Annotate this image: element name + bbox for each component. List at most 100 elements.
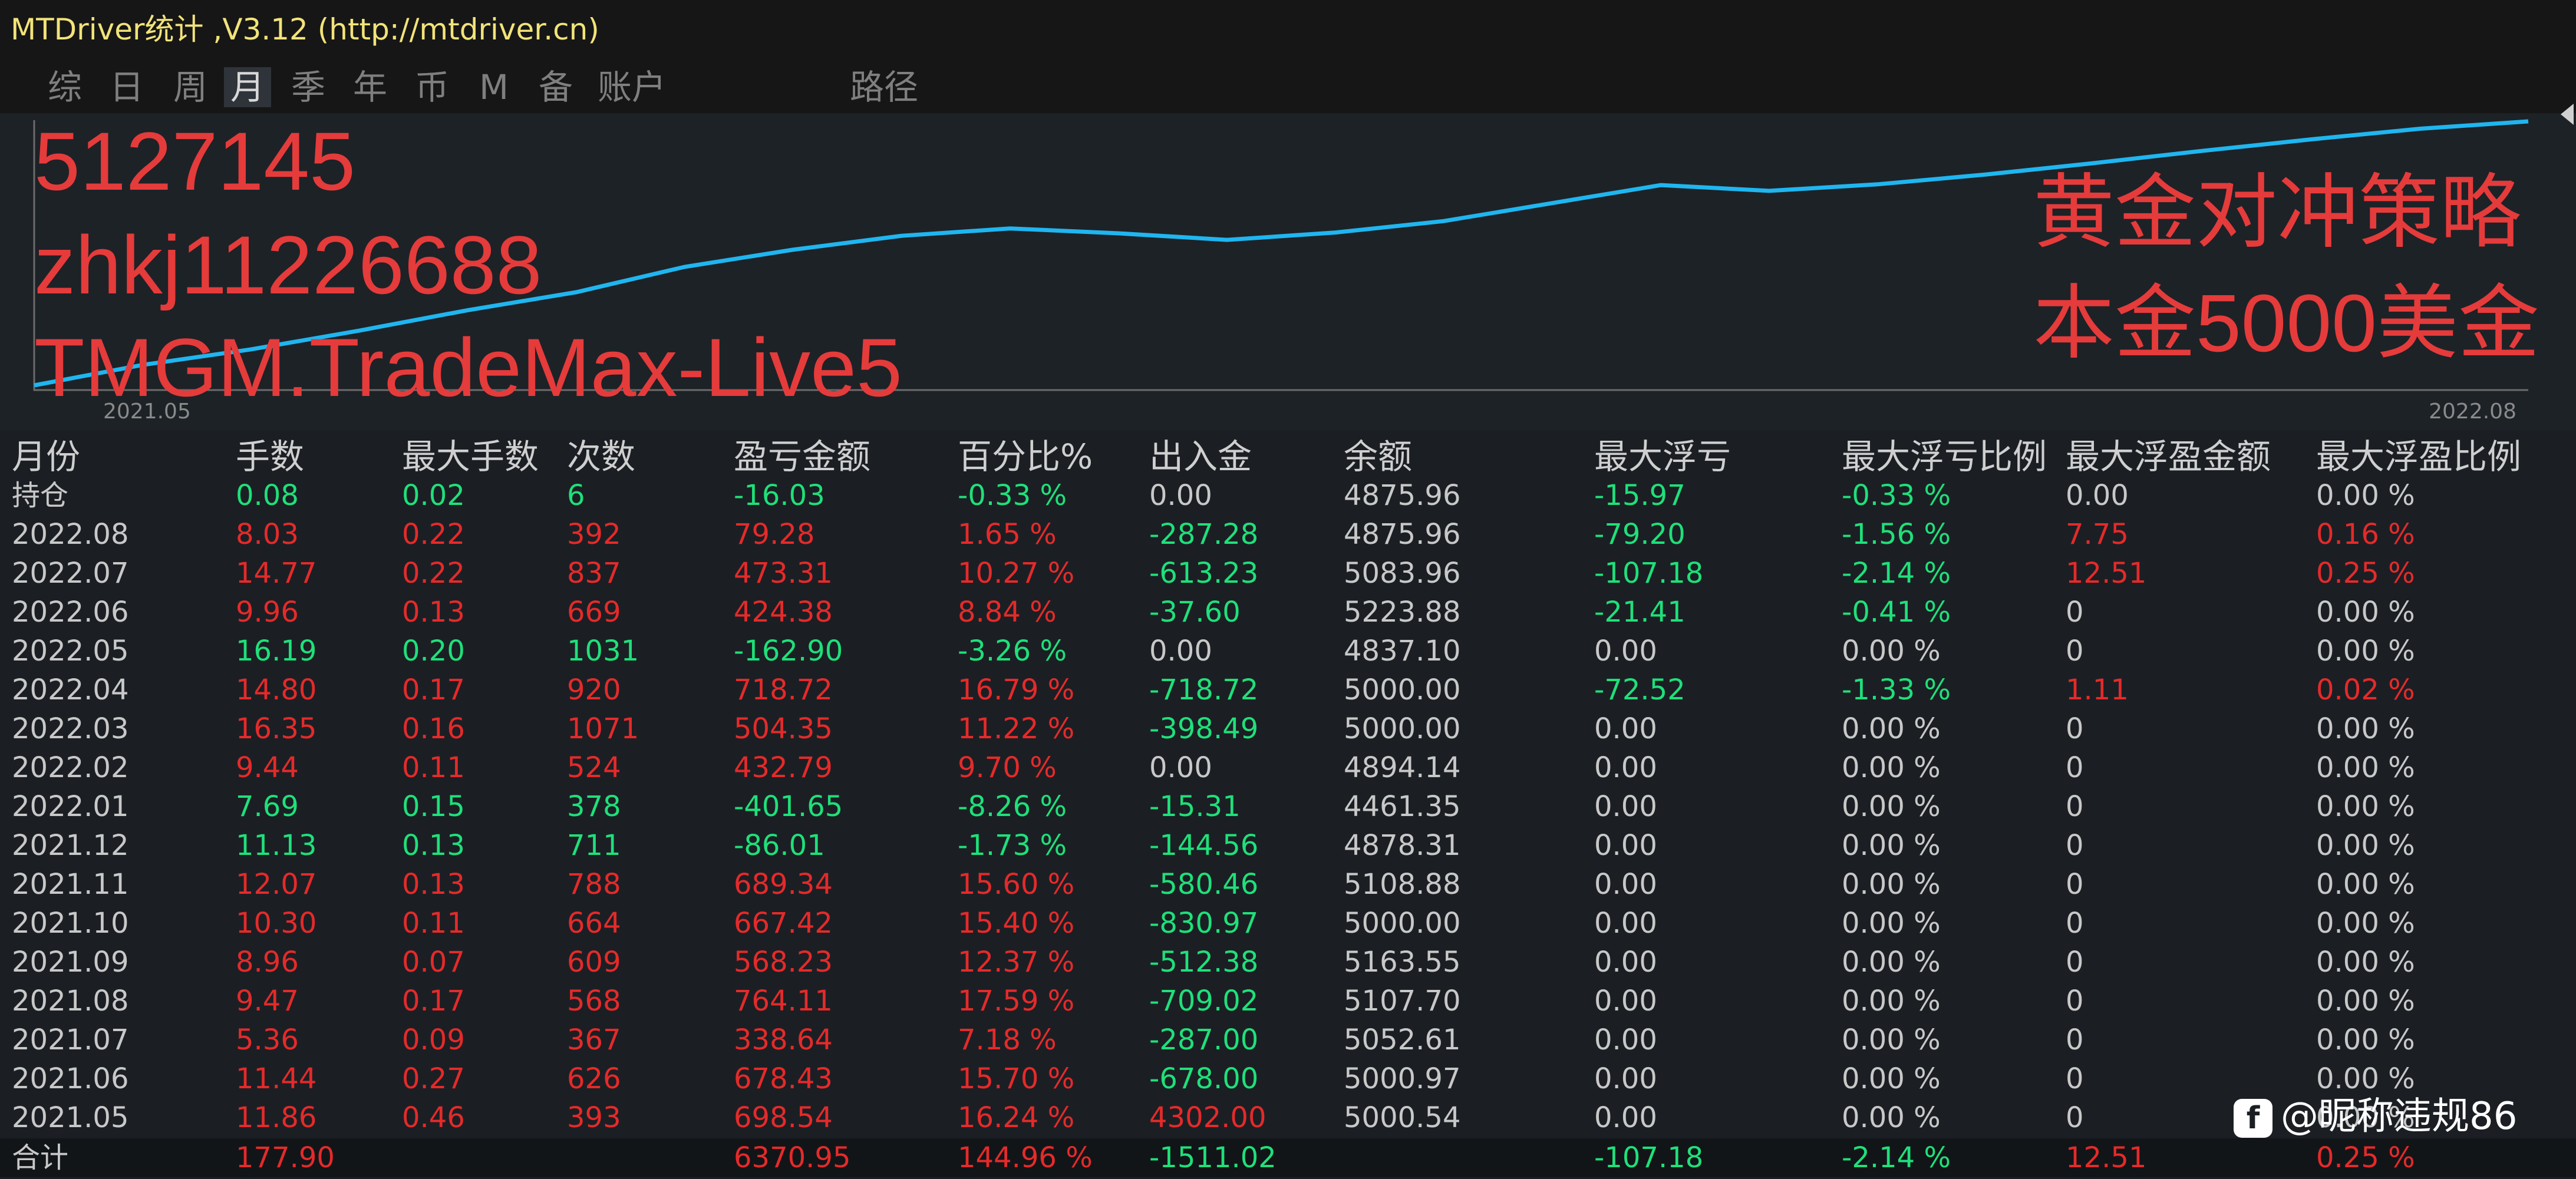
table-cell: 667.42 <box>734 907 833 940</box>
table-cell: 0.25 % <box>2316 1141 2415 1174</box>
table-cell: 0.09 <box>402 1023 465 1056</box>
table-cell: -718.72 <box>1149 673 1259 706</box>
table-cell: 9.44 <box>236 751 299 784</box>
tab-1[interactable]: 日 <box>109 67 144 107</box>
table-cell: 14.80 <box>236 673 317 706</box>
period-tab-bar: 综日周月季年币 M 备账户 路径 <box>0 59 2576 113</box>
table-row[interactable]: 2021.08 9.47 0.17 568 764.11 17.59 % -709.02 51… <box>0 982 2576 1021</box>
table-cell: 764.11 <box>734 985 833 1018</box>
tab-10[interactable]: 路径 <box>849 67 918 107</box>
table-cell: 6370.95 <box>734 1141 851 1174</box>
table-cell: 2022.03 <box>12 712 129 745</box>
table-cell: -709.02 <box>1149 985 1259 1018</box>
table-cell: 0 <box>2066 907 2084 940</box>
table-row[interactable]: 2021.06 11.44 0.27 626 678.43 15.70 % -678.00 5… <box>0 1059 2576 1098</box>
table-row[interactable]: 2021.09 8.96 0.07 609 568.23 12.37 % -512.38 51… <box>0 943 2576 982</box>
total-row[interactable]: 合计 177.90 6370.95 144.96 % -1511.02 -107.18 -2… <box>0 1138 2576 1177</box>
table-cell: -1.73 % <box>958 829 1067 862</box>
table-cell: -678.00 <box>1149 1062 1259 1095</box>
tab-6[interactable]: 币 <box>414 67 449 107</box>
table-cell: 5000.97 <box>1344 1062 1461 1095</box>
table-cell: 424.38 <box>734 596 833 629</box>
tab-4[interactable]: 季 <box>291 67 325 107</box>
column-header[interactable]: 余额 <box>1344 437 1413 477</box>
table-cell: 177.90 <box>236 1141 335 1174</box>
table-row[interactable]: 持仓 0.08 0.02 6 -16.03 -0.33 % 0.00 4875.96 -15.9… <box>0 476 2576 515</box>
column-header[interactable]: 次数 <box>567 437 636 477</box>
table-cell: 0.00 % <box>2316 1062 2415 1095</box>
table-row[interactable]: 2022.07 14.77 0.22 837 473.31 10.27 % -613.23 5… <box>0 554 2576 593</box>
table-cell: 718.72 <box>734 673 833 706</box>
column-header[interactable]: 最大浮盈金额 <box>2066 437 2271 477</box>
column-header[interactable]: 最大浮亏 <box>1594 437 1731 477</box>
tab-0[interactable]: 综 <box>47 67 82 107</box>
column-header[interactable]: 盈亏金额 <box>734 437 871 477</box>
account-number-overlay: 5127145 <box>34 115 356 207</box>
table-row[interactable]: 2022.03 16.35 0.16 1071 504.35 11.22 % -398.49… <box>0 709 2576 748</box>
table-cell: 12.37 % <box>958 946 1075 979</box>
table-row[interactable]: 2021.11 12.07 0.13 788 689.34 15.60 % -580.46 5… <box>0 865 2576 904</box>
table-cell: 0.00 <box>1594 1062 1657 1095</box>
x-tick-label: 2021.05 <box>103 399 191 424</box>
table-cell: 8.84 % <box>958 596 1057 629</box>
column-header[interactable]: 月份 <box>12 437 81 477</box>
column-header[interactable]: 最大浮盈比例 <box>2316 437 2522 477</box>
table-cell: 2022.06 <box>12 596 129 629</box>
table-row[interactable]: 2022.05 16.19 0.20 1031 -162.90 -3.26 % 0.00 48… <box>0 632 2576 671</box>
column-header[interactable]: 百分比% <box>958 437 1093 477</box>
tab-3[interactable]: 月 <box>224 67 271 107</box>
table-row[interactable]: 2022.06 9.96 0.13 669 424.38 8.84 % -37.60 5223… <box>0 593 2576 632</box>
table-row[interactable]: 2022.08 8.03 0.22 392 79.28 1.65 % -287.28 4875… <box>0 515 2576 554</box>
table-cell: 2021.08 <box>12 985 129 1018</box>
table-cell: 0.00 <box>1594 868 1657 901</box>
tab-7[interactable]: M <box>479 67 509 107</box>
tab-9[interactable]: 账户 <box>597 67 666 107</box>
table-cell: 0.02 <box>402 479 465 512</box>
table-row[interactable]: 2021.10 10.30 0.11 664 667.42 15.40 % -830.97 5… <box>0 904 2576 943</box>
table-cell: 0.16 % <box>2316 518 2415 551</box>
table-cell: 5083.96 <box>1344 557 1461 590</box>
table-cell: 11.22 % <box>958 712 1075 745</box>
column-header[interactable]: 最大手数 <box>402 437 539 477</box>
table-cell: -16.03 <box>734 479 825 512</box>
table-cell: 0 <box>2066 829 2084 862</box>
table-cell: 2022.07 <box>12 557 129 590</box>
tab-2[interactable]: 周 <box>173 67 207 107</box>
chart-axis <box>33 120 2528 391</box>
table-row[interactable]: 2022.04 14.80 0.17 920 718.72 16.79 % -718.72 5… <box>0 671 2576 709</box>
table-row[interactable]: 2022.02 9.44 0.11 524 432.79 9.70 % 0.00 4894.1… <box>0 748 2576 787</box>
chart-scroll-arrow-icon[interactable] <box>2561 104 2574 125</box>
table-cell: 0.20 <box>402 635 465 668</box>
column-header[interactable]: 最大浮亏比例 <box>1842 437 2047 477</box>
table-cell: 12.07 <box>236 868 317 901</box>
table-cell: 0.00 <box>1594 946 1657 979</box>
table-row[interactable]: 2021.07 5.36 0.09 367 338.64 7.18 % -287.00 505… <box>0 1021 2576 1059</box>
table-cell: -0.41 % <box>1842 596 1951 629</box>
table-cell: 0.00 % <box>2316 907 2415 940</box>
table-cell: 11.13 <box>236 829 317 862</box>
table-cell: 0.00 <box>1149 635 1212 668</box>
table-cell: 1031 <box>567 635 639 668</box>
table-cell: 837 <box>567 557 621 590</box>
table-cell: 0.16 <box>402 712 465 745</box>
column-header[interactable]: 出入金 <box>1149 437 1252 477</box>
table-cell: 5107.70 <box>1344 985 1461 1018</box>
tab-5[interactable]: 年 <box>352 67 387 107</box>
table-cell: -401.65 <box>734 790 843 823</box>
table-row[interactable]: 2022.01 7.69 0.15 378 -401.65 -8.26 % -15.31 44… <box>0 787 2576 826</box>
table-cell: 524 <box>567 751 621 784</box>
table-cell: 0.00 <box>1149 751 1212 784</box>
username-overlay: zhkj11226688 <box>34 219 542 311</box>
table-row[interactable]: 2021.05 11.86 0.46 393 698.54 16.24 % 4302.00 5… <box>0 1098 2576 1137</box>
table-cell: 0.13 <box>402 596 465 629</box>
table-cell: 79.28 <box>734 518 815 551</box>
table-cell: -86.01 <box>734 829 825 862</box>
table-cell: 5108.88 <box>1344 868 1461 901</box>
table-cell: 0.27 <box>402 1062 465 1095</box>
table-row[interactable]: 2021.12 11.13 0.13 711 -86.01 -1.73 % -144.56 4… <box>0 826 2576 865</box>
table-cell: 9.47 <box>236 985 299 1018</box>
column-header[interactable]: 手数 <box>236 437 305 477</box>
table-cell: 5163.55 <box>1344 946 1461 979</box>
table-cell: 0.00 % <box>2316 829 2415 862</box>
tab-8[interactable]: 备 <box>538 67 573 107</box>
